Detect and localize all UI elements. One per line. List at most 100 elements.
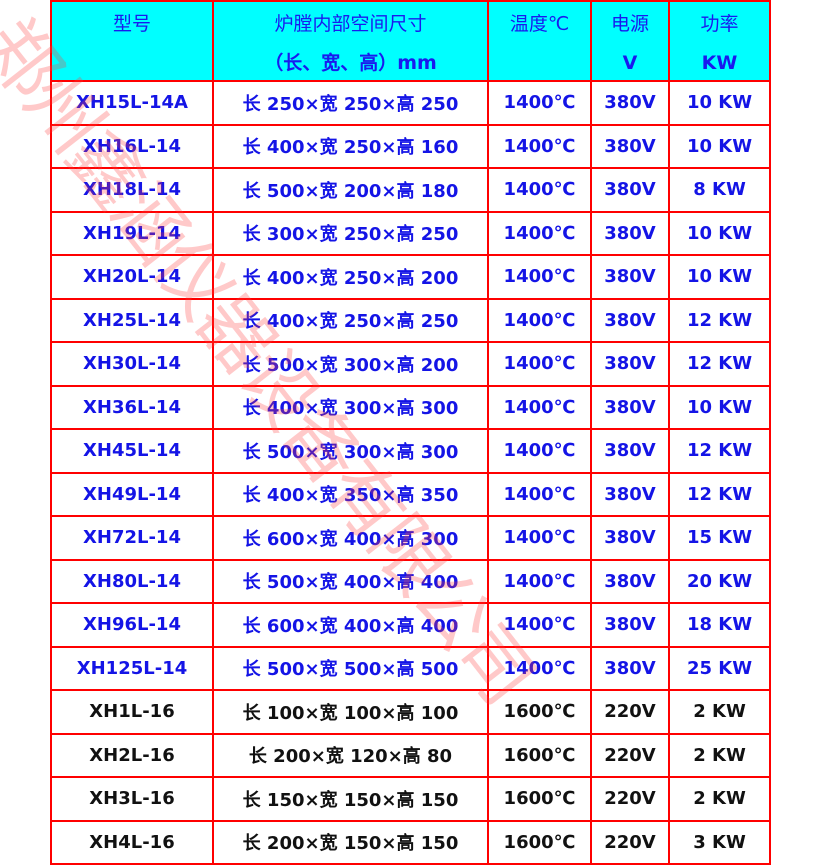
cell-voltage: 380V [590,80,670,126]
cell-size: 长 400×宽 300×高 300 [212,384,489,430]
header-size: 炉膛内部空间尺寸 （长、宽、高）mm [212,0,489,82]
cell-power: 12 KW [668,297,771,343]
header-voltage-label: 电源 [610,13,649,35]
cell-model: XH49L-14 [50,471,214,517]
cell-power: 20 KW [668,558,771,604]
cell-voltage: 380V [590,558,670,604]
cell-voltage: 380V [590,602,670,648]
cell-model: XH15L-14A [50,80,214,126]
cell-voltage: 380V [590,341,670,387]
cell-voltage: 220V [590,689,670,735]
header-row: 型号 炉膛内部空间尺寸 （长、宽、高）mm 温度℃ 电源 V 功率 KW [50,0,771,82]
cell-temp: 1400℃ [487,471,592,517]
table-row: XH15L-14A 长 250×宽 250×高 250 1400℃ 380V 10 KW [50,80,771,126]
table-row: XH125L-14 长 500×宽 500×高 500 1400℃ 380V 25 KW [50,645,771,691]
cell-temp: 1600℃ [487,689,592,735]
cell-power: 12 KW [668,341,771,387]
cell-voltage: 380V [590,123,670,169]
cell-size: 长 500×宽 300×高 200 [212,341,489,387]
cell-model: XH125L-14 [50,645,214,691]
cell-power: 2 KW [668,776,771,822]
cell-temp: 1400℃ [487,254,592,300]
header-voltage-unit: V [622,52,638,74]
cell-power: 10 KW [668,123,771,169]
cell-size: 长 200×宽 120×高 80 [212,732,489,778]
header-temp: 温度℃ [487,0,592,82]
cell-temp: 1400℃ [487,384,592,430]
cell-voltage: 380V [590,254,670,300]
cell-temp: 1400℃ [487,602,592,648]
cell-model: XH72L-14 [50,515,214,561]
cell-temp: 1400℃ [487,80,592,126]
cell-model: XH30L-14 [50,341,214,387]
cell-voltage: 380V [590,428,670,474]
cell-model: XH16L-14 [50,123,214,169]
cell-voltage: 380V [590,471,670,517]
cell-voltage: 220V [590,732,670,778]
table-row: XH2L-16 长 200×宽 120×高 80 1600℃ 220V 2 KW [50,732,771,778]
cell-model: XH4L-16 [50,819,214,865]
table-row: XH19L-14 长 300×宽 250×高 250 1400℃ 380V 10 KW [50,210,771,256]
cell-power: 2 KW [668,732,771,778]
cell-voltage: 380V [590,645,670,691]
cell-power: 12 KW [668,428,771,474]
cell-size: 长 400×宽 250×高 250 [212,297,489,343]
cell-model: XH20L-14 [50,254,214,300]
cell-voltage: 220V [590,819,670,865]
cell-voltage: 220V [590,776,670,822]
cell-power: 10 KW [668,80,771,126]
cell-model: XH1L-16 [50,689,214,735]
cell-size: 长 400×宽 350×高 350 [212,471,489,517]
cell-temp: 1600℃ [487,819,592,865]
header-model-label: 型号 [112,13,151,35]
table-row: XH16L-14 长 400×宽 250×高 160 1400℃ 380V 10 KW [50,123,771,169]
header-size-line2: （长、宽、高）mm [264,52,437,74]
cell-temp: 1400℃ [487,210,592,256]
cell-power: 12 KW [668,471,771,517]
cell-power: 10 KW [668,384,771,430]
cell-size: 长 250×宽 250×高 250 [212,80,489,126]
table-row: XH30L-14 长 500×宽 300×高 200 1400℃ 380V 12 KW [50,341,771,387]
cell-power: 18 KW [668,602,771,648]
header-power: 功率 KW [668,0,771,82]
table-row: XH20L-14 长 400×宽 250×高 200 1400℃ 380V 10 KW [50,254,771,300]
cell-model: XH2L-16 [50,732,214,778]
cell-power: 2 KW [668,689,771,735]
cell-model: XH25L-14 [50,297,214,343]
cell-voltage: 380V [590,210,670,256]
cell-power: 3 KW [668,819,771,865]
cell-model: XH36L-14 [50,384,214,430]
cell-temp: 1400℃ [487,558,592,604]
header-power-unit: KW [701,52,738,74]
cell-power: 10 KW [668,210,771,256]
cell-voltage: 380V [590,515,670,561]
cell-voltage: 380V [590,297,670,343]
cell-temp: 1400℃ [487,645,592,691]
cell-size: 长 150×宽 150×高 150 [212,776,489,822]
table-row: XH72L-14 长 600×宽 400×高 300 1400℃ 380V 15 KW [50,515,771,561]
cell-temp: 1400℃ [487,341,592,387]
cell-model: XH80L-14 [50,558,214,604]
cell-temp: 1400℃ [487,515,592,561]
cell-size: 长 600×宽 400×高 300 [212,515,489,561]
cell-size: 长 500×宽 400×高 400 [212,558,489,604]
table-row: XH36L-14 长 400×宽 300×高 300 1400℃ 380V 10 KW [50,384,771,430]
table-row: XH49L-14 长 400×宽 350×高 350 1400℃ 380V 12 KW [50,471,771,517]
header-model: 型号 [50,0,214,82]
cell-model: XH96L-14 [50,602,214,648]
header-size-line1: 炉膛内部空间尺寸 [274,13,427,35]
table-row: XH18L-14 长 500×宽 200×高 180 1400℃ 380V 8 KW [50,167,771,213]
cell-voltage: 380V [590,167,670,213]
cell-power: 10 KW [668,254,771,300]
table-row: XH3L-16 长 150×宽 150×高 150 1600℃ 220V 2 KW [50,776,771,822]
cell-size: 长 300×宽 250×高 250 [212,210,489,256]
cell-size: 长 100×宽 100×高 100 [212,689,489,735]
cell-size: 长 400×宽 250×高 200 [212,254,489,300]
header-voltage: 电源 V [590,0,670,82]
cell-temp: 1400℃ [487,297,592,343]
table-row: XH96L-14 长 600×宽 400×高 400 1400℃ 380V 18 KW [50,602,771,648]
cell-model: XH45L-14 [50,428,214,474]
cell-size: 长 500×宽 200×高 180 [212,167,489,213]
table-row: XH45L-14 长 500×宽 300×高 300 1400℃ 380V 12 KW [50,428,771,474]
cell-size: 长 500×宽 500×高 500 [212,645,489,691]
